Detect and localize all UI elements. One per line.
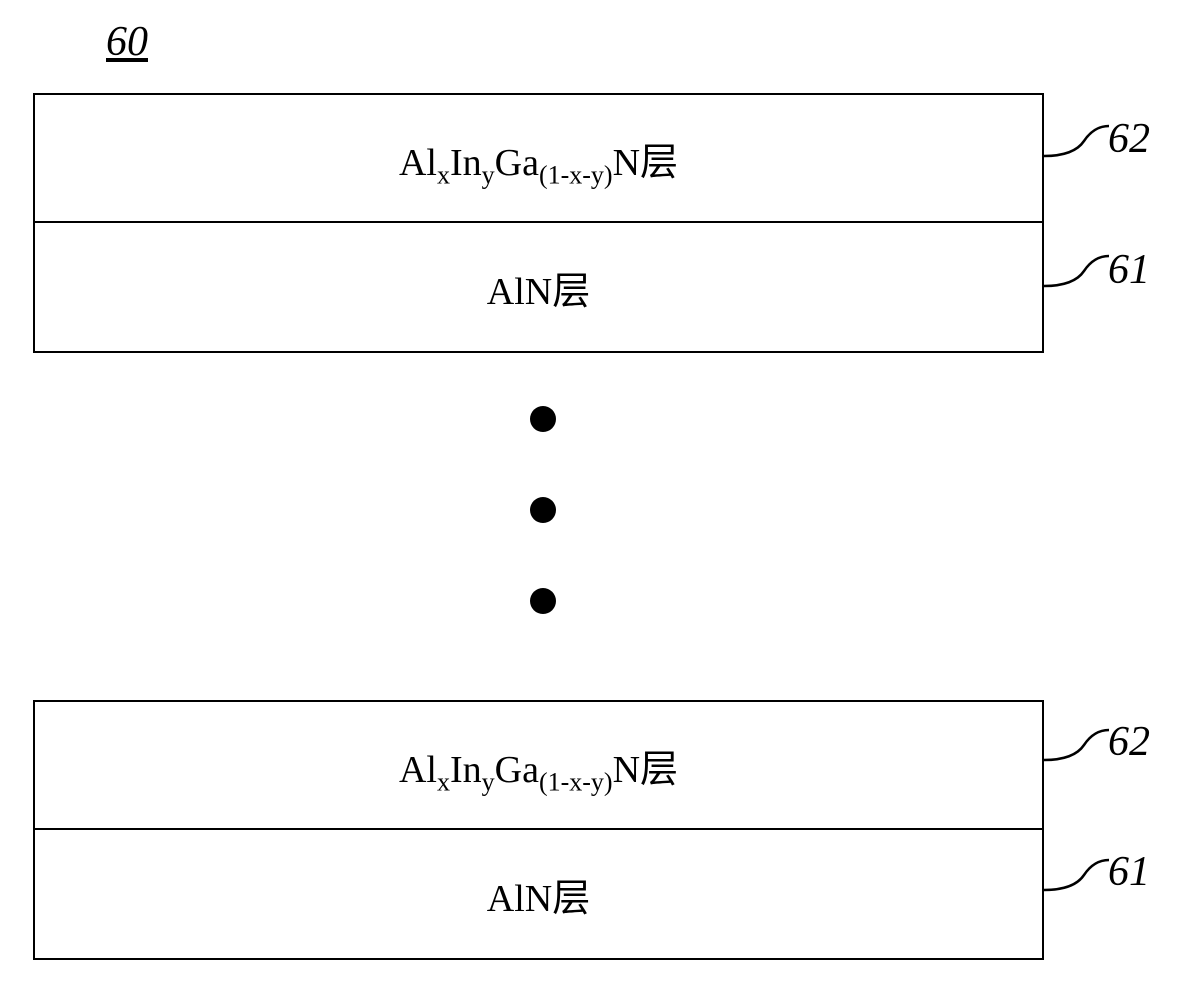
formula-text: AlxInyGa(1-x-y)N层 [399,131,678,186]
layer-group-bottom: AlxInyGa(1-x-y)N层 AlN层 [33,700,1044,960]
callout-label-62-top: 62 [1108,115,1150,163]
layer-aln-top: AlN层 [35,223,1042,351]
dot-icon [530,406,556,432]
dot-icon [530,588,556,614]
callout-curve-icon [1044,116,1109,166]
figure-number-label: 60 [106,18,148,66]
callout-curve-icon [1044,246,1109,296]
layer-group-top: AlxInyGa(1-x-y)N层 AlN层 [33,93,1044,353]
ellipsis-dots [530,406,556,614]
callout-label-61-bottom: 61 [1108,848,1150,896]
layer-text: AlN层 [487,867,590,922]
callout-label-62-bottom: 62 [1108,718,1150,766]
callout-curve-icon [1044,850,1109,900]
callout-label-61-top: 61 [1108,246,1150,294]
formula-text: AlxInyGa(1-x-y)N层 [399,738,678,793]
layer-alingan-top: AlxInyGa(1-x-y)N层 [35,95,1042,223]
callout-curve-icon [1044,720,1109,770]
layer-text: AlN层 [487,260,590,315]
layer-aln-bottom: AlN层 [35,830,1042,958]
layer-alingan-bottom: AlxInyGa(1-x-y)N层 [35,702,1042,830]
dot-icon [530,497,556,523]
